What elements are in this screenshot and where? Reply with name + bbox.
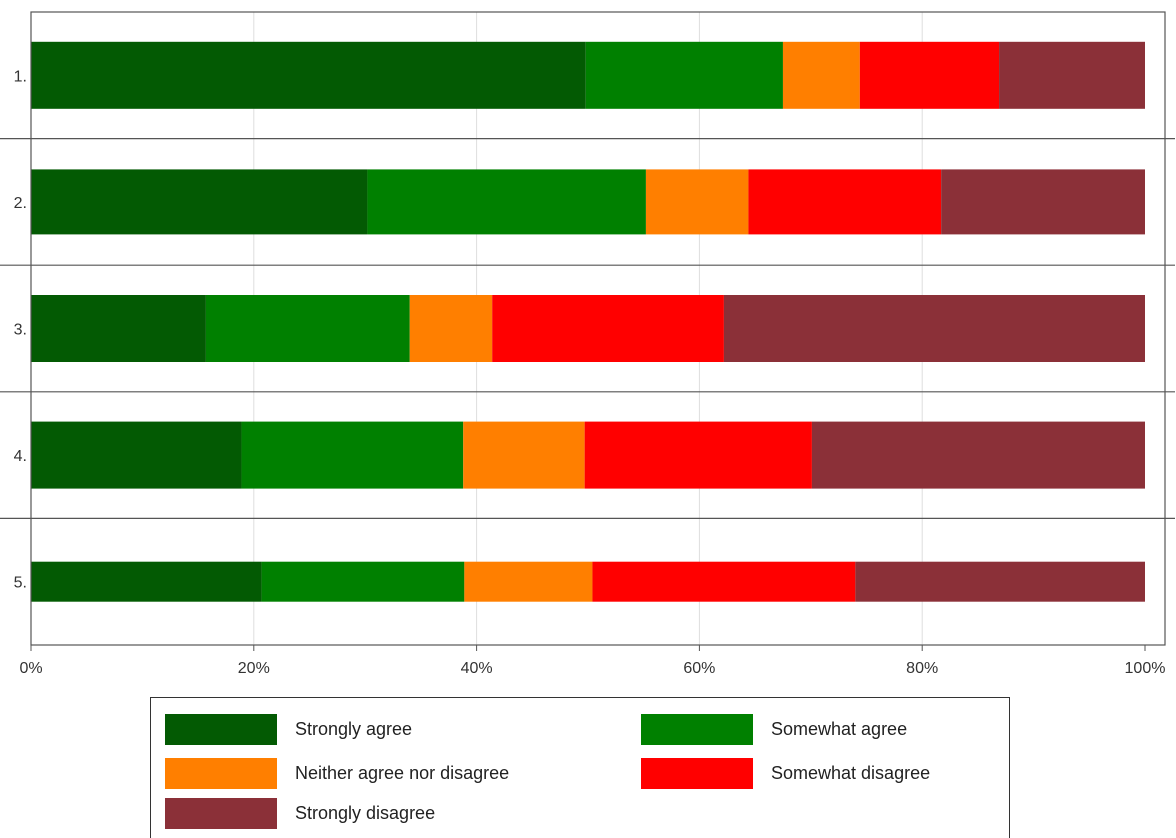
bar-segment-strongly-disagree-4 xyxy=(811,421,1145,489)
bar-segment-neither-agree-nor-disagree-1 xyxy=(782,41,860,109)
bar-segment-somewhat-agree-3 xyxy=(205,295,410,362)
bar-segment-strongly-disagree-5 xyxy=(855,561,1145,602)
bar-segment-strongly-disagree-1 xyxy=(999,41,1145,109)
legend-swatch-strongly-agree xyxy=(165,713,277,745)
x-tick-label: 0% xyxy=(19,660,42,677)
legend-label-somewhat-agree: Somewhat agree xyxy=(771,718,908,739)
legend-item-neither: Neither agree nor disagree xyxy=(165,757,509,789)
x-tick-label: 100% xyxy=(1125,660,1166,677)
bar-segment-strongly-agree-3 xyxy=(31,295,206,362)
category-label: 5. xyxy=(14,575,27,592)
x-tick-label: 80% xyxy=(906,660,938,677)
legend-item-strongly-disagree: Strongly disagree xyxy=(165,797,435,829)
legend: Strongly agree Somewhat agree Neither ag… xyxy=(150,697,1010,838)
labels-layer: 0% 20% 40% 60% 80% 100% 1. 2. 3. 4. 5. xyxy=(14,68,1166,677)
category-label: 3. xyxy=(14,322,27,339)
bar-segment-strongly-agree-5 xyxy=(31,561,262,602)
legend-swatch-somewhat-disagree xyxy=(641,757,753,789)
category-label: 4. xyxy=(14,448,27,465)
bar-segment-strongly-agree-4 xyxy=(31,421,242,489)
x-tick-label: 20% xyxy=(238,660,270,677)
bar-segment-strongly-agree-1 xyxy=(31,41,586,109)
bar-segment-neither-agree-nor-disagree-4 xyxy=(463,421,585,489)
bar-segment-neither-agree-nor-disagree-2 xyxy=(645,169,749,235)
x-tick-label: 60% xyxy=(683,660,715,677)
bar-segment-somewhat-disagree-5 xyxy=(592,561,856,602)
bar-segment-somewhat-disagree-3 xyxy=(492,295,724,362)
legend-swatch-neither xyxy=(165,757,277,789)
bar-segment-somewhat-agree-2 xyxy=(367,169,646,235)
bar-segment-strongly-disagree-2 xyxy=(941,169,1145,235)
bar-segment-somewhat-agree-1 xyxy=(585,41,783,109)
legend-label-strongly-disagree: Strongly disagree xyxy=(295,802,436,823)
legend-item-strongly-agree: Strongly agree xyxy=(165,713,412,745)
bar-segment-somewhat-disagree-1 xyxy=(859,41,1000,109)
bar-segment-neither-agree-nor-disagree-3 xyxy=(409,295,493,362)
x-tick-label: 40% xyxy=(461,660,493,677)
legend-label-neither: Neither agree nor disagree xyxy=(295,762,510,783)
plot-border xyxy=(30,11,1166,646)
bar-segment-somewhat-disagree-2 xyxy=(748,169,942,235)
bar-segment-strongly-disagree-3 xyxy=(723,295,1145,362)
legend-item-somewhat-agree: Somewhat agree xyxy=(641,713,907,745)
legend-swatch-somewhat-agree xyxy=(641,713,753,745)
category-label: 2. xyxy=(14,195,27,212)
stacked-bar-chart: 0% 20% 40% 60% 80% 100% 1. 2. 3. 4. 5. xyxy=(0,11,1175,677)
category-label: 1. xyxy=(14,68,27,85)
bar-segment-somewhat-agree-5 xyxy=(261,561,465,602)
legend-item-somewhat-disagree: Somewhat disagree xyxy=(641,757,930,789)
bars-layer xyxy=(31,41,1145,602)
legend-swatch-strongly-disagree xyxy=(165,797,277,829)
bar-segment-strongly-agree-2 xyxy=(31,169,368,235)
legend-label-strongly-agree: Strongly agree xyxy=(295,718,413,739)
legend-label-somewhat-disagree: Somewhat disagree xyxy=(771,762,931,783)
bar-segment-somewhat-agree-4 xyxy=(241,421,464,489)
plot-frame xyxy=(0,11,1175,651)
bar-segment-somewhat-disagree-4 xyxy=(584,421,812,489)
bar-segment-neither-agree-nor-disagree-5 xyxy=(464,561,593,602)
